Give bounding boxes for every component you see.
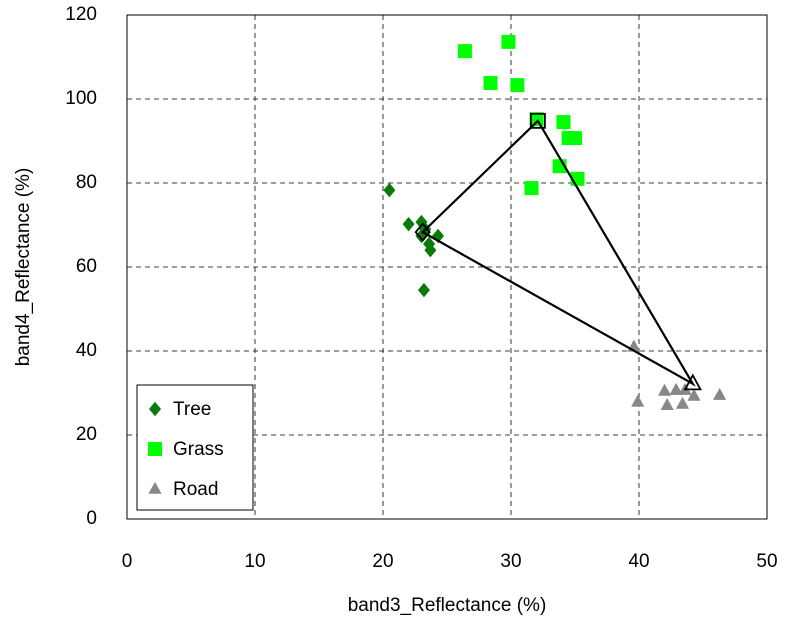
y-tick-label: 100 (65, 88, 97, 109)
point (510, 78, 525, 93)
point (417, 282, 430, 298)
point (457, 44, 472, 59)
plot-border (126, 14, 768, 520)
x-tick-label: 10 (244, 551, 265, 572)
point (383, 182, 396, 198)
point (687, 388, 701, 401)
y-tick-label: 120 (65, 4, 97, 25)
point (713, 387, 727, 400)
point (415, 214, 428, 230)
point (669, 382, 683, 395)
y-axis-label: band4_Reflectance (%) (13, 168, 34, 367)
point (402, 216, 415, 232)
legend-marker (149, 401, 161, 417)
x-tick-label: 40 (628, 551, 649, 572)
point (483, 76, 498, 91)
x-tick-label: 30 (500, 551, 521, 572)
endmember-point (529, 112, 546, 129)
x-tick-label: 50 (756, 551, 777, 572)
legend-label: Road (173, 479, 218, 500)
legend-marker (148, 442, 162, 456)
point (524, 181, 539, 196)
legend-label: Grass (173, 439, 224, 460)
y-tick-label: 0 (86, 508, 97, 529)
endmember-point (414, 222, 431, 242)
point (675, 396, 690, 409)
endmember-triangle (420, 119, 696, 387)
point (568, 131, 582, 146)
endmember-point (683, 373, 702, 391)
point (501, 34, 516, 49)
point (556, 115, 571, 130)
y-tick-label: 20 (76, 424, 97, 445)
point (424, 243, 437, 258)
point (660, 397, 674, 410)
y-tick-label: 60 (76, 256, 97, 277)
x-tick-label: 0 (122, 551, 133, 572)
y-tick-label: 80 (76, 172, 97, 193)
y-tick-label: 40 (76, 340, 97, 361)
legend-label: Tree (173, 399, 211, 420)
legend-marker (148, 481, 162, 494)
x-axis-label: band3_Reflectance (%) (348, 595, 547, 616)
x-tick-label: 20 (372, 551, 393, 572)
point (631, 394, 645, 407)
point (658, 383, 672, 396)
